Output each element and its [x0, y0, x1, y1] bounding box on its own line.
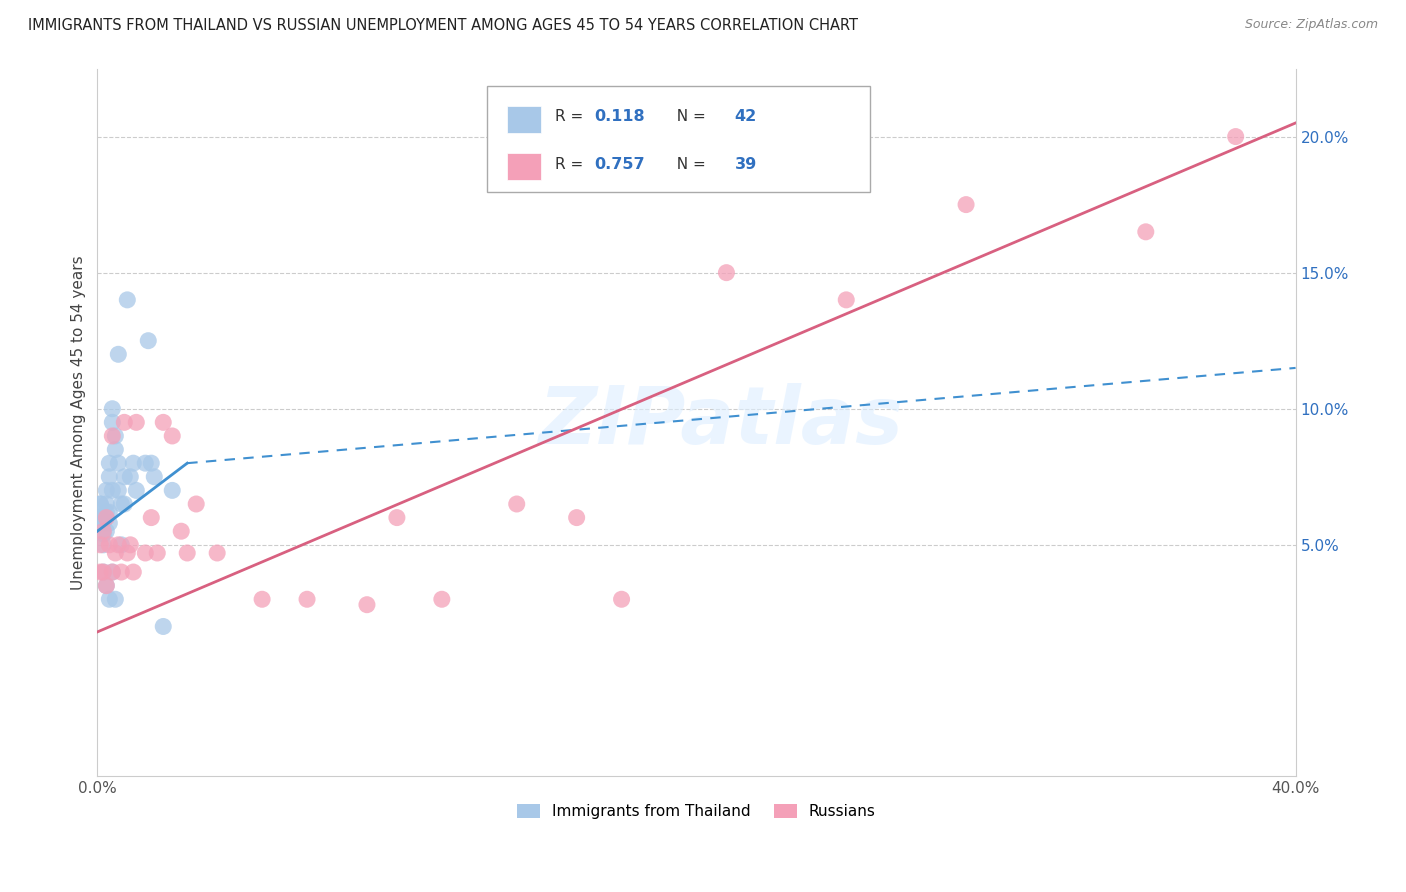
Point	[96, 579, 118, 593]
Point	[107, 538, 129, 552]
Point	[96, 510, 118, 524]
Point	[205, 546, 228, 560]
Point	[110, 538, 132, 552]
Point	[93, 565, 115, 579]
Point	[117, 546, 139, 560]
Point	[93, 516, 115, 530]
Point	[112, 415, 135, 429]
Bar	[508, 106, 541, 133]
Point	[170, 524, 193, 539]
Point	[1135, 225, 1157, 239]
Point	[122, 565, 145, 579]
Point	[101, 565, 124, 579]
Point	[98, 516, 121, 530]
Bar	[508, 153, 541, 180]
Point	[565, 510, 588, 524]
Point	[104, 592, 127, 607]
Point	[162, 483, 184, 498]
Point	[104, 442, 127, 457]
Point	[101, 415, 124, 429]
Point	[101, 565, 124, 579]
Point	[112, 470, 135, 484]
FancyBboxPatch shape	[486, 87, 870, 193]
Text: IMMIGRANTS FROM THAILAND VS RUSSIAN UNEMPLOYMENT AMONG AGES 45 TO 54 YEARS CORRE: IMMIGRANTS FROM THAILAND VS RUSSIAN UNEM…	[28, 18, 858, 33]
Point	[117, 293, 139, 307]
Point	[134, 546, 156, 560]
Point	[835, 293, 858, 307]
Point	[107, 347, 129, 361]
Point	[89, 538, 111, 552]
Point	[134, 456, 156, 470]
Point	[186, 497, 208, 511]
Point	[120, 538, 142, 552]
Point	[98, 592, 121, 607]
Point	[96, 497, 118, 511]
Point	[1225, 129, 1247, 144]
Point	[125, 483, 148, 498]
Text: 0.118: 0.118	[595, 110, 645, 125]
Point	[716, 266, 738, 280]
Point	[101, 483, 124, 498]
Point	[110, 565, 132, 579]
Point	[141, 510, 163, 524]
Point	[96, 579, 118, 593]
Point	[89, 565, 111, 579]
Point	[385, 510, 408, 524]
Text: 0.757: 0.757	[595, 157, 645, 171]
Point	[98, 456, 121, 470]
Point	[356, 598, 378, 612]
Point	[98, 505, 121, 519]
Text: ZIPatlas: ZIPatlas	[538, 384, 903, 461]
Text: 39: 39	[735, 157, 756, 171]
Point	[104, 429, 127, 443]
Point	[93, 524, 115, 539]
Point	[136, 334, 159, 348]
Point	[143, 470, 166, 484]
Point	[110, 497, 132, 511]
Point	[122, 456, 145, 470]
Point	[176, 546, 198, 560]
Point	[89, 510, 111, 524]
Text: 42: 42	[735, 110, 756, 125]
Point	[107, 483, 129, 498]
Point	[98, 470, 121, 484]
Point	[152, 415, 174, 429]
Point	[430, 592, 453, 607]
Point	[250, 592, 273, 607]
Point	[104, 546, 127, 560]
Point	[93, 527, 115, 541]
Text: R =: R =	[555, 110, 588, 125]
Text: Source: ZipAtlas.com: Source: ZipAtlas.com	[1244, 18, 1378, 31]
Point	[96, 524, 118, 539]
Point	[120, 470, 142, 484]
Point	[107, 456, 129, 470]
Point	[141, 456, 163, 470]
Point	[295, 592, 318, 607]
Text: R =: R =	[555, 157, 588, 171]
Point	[98, 538, 121, 552]
Point	[152, 619, 174, 633]
Point	[93, 565, 115, 579]
Point	[96, 505, 118, 519]
Legend: Immigrants from Thailand, Russians: Immigrants from Thailand, Russians	[510, 797, 882, 825]
Point	[89, 497, 111, 511]
Point	[162, 429, 184, 443]
Point	[96, 483, 118, 498]
Point	[610, 592, 633, 607]
Point	[93, 510, 115, 524]
Text: N =: N =	[666, 110, 710, 125]
Point	[146, 546, 169, 560]
Point	[506, 497, 529, 511]
Point	[93, 538, 115, 552]
Point	[112, 497, 135, 511]
Point	[955, 197, 977, 211]
Point	[101, 401, 124, 416]
Text: N =: N =	[666, 157, 710, 171]
Y-axis label: Unemployment Among Ages 45 to 54 years: Unemployment Among Ages 45 to 54 years	[72, 255, 86, 590]
Point	[101, 429, 124, 443]
Point	[125, 415, 148, 429]
Point	[89, 497, 111, 511]
